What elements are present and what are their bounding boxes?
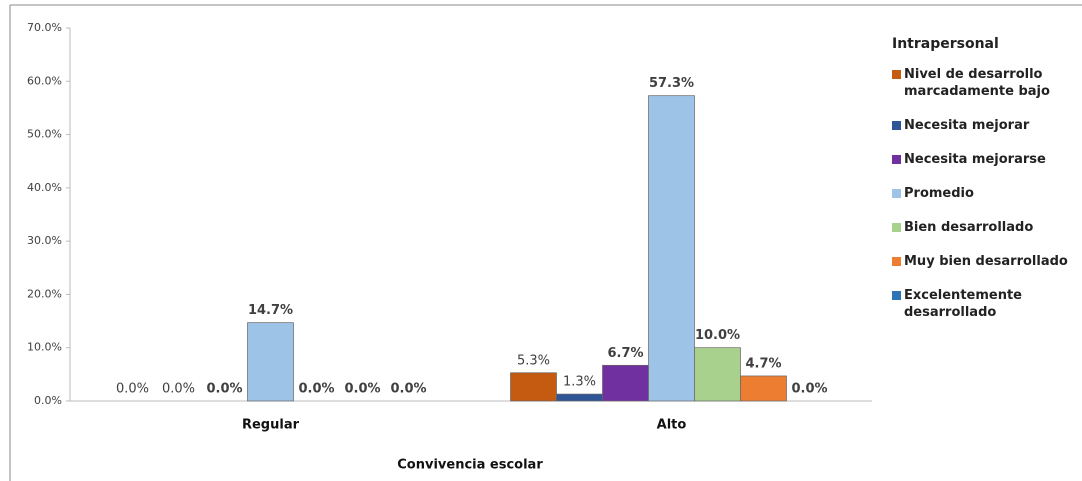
legend-swatch bbox=[892, 155, 901, 164]
legend-swatch bbox=[892, 223, 901, 232]
legend-swatch bbox=[892, 121, 901, 130]
y-tick-label: 0.0% bbox=[34, 394, 62, 407]
legend-title: Intrapersonal bbox=[892, 36, 999, 52]
legend: Intrapersonal Nivel de desarrollo marcad… bbox=[892, 36, 1072, 338]
y-tick-label: 60.0% bbox=[27, 74, 62, 87]
bar bbox=[740, 375, 787, 402]
data-label: 0.0% bbox=[116, 382, 149, 397]
data-label: 0.0% bbox=[791, 382, 827, 397]
data-label: 0.0% bbox=[298, 382, 334, 397]
data-label: 0.0% bbox=[206, 382, 242, 397]
y-tick-label: 70.0% bbox=[27, 21, 62, 34]
legend-entry: Muy bien desarrollado bbox=[892, 253, 1072, 270]
legend-entry: Necesita mejorar bbox=[892, 117, 1072, 134]
bar bbox=[694, 347, 741, 402]
legend-swatch bbox=[892, 70, 901, 79]
y-tick-label: 20.0% bbox=[27, 287, 62, 300]
y-tick-label: 50.0% bbox=[27, 128, 62, 141]
legend-label: Promedio bbox=[904, 186, 974, 201]
bar bbox=[602, 364, 649, 402]
bar bbox=[510, 372, 557, 402]
data-label: 6.7% bbox=[607, 346, 643, 361]
y-tick-label: 40.0% bbox=[27, 181, 62, 194]
legend-swatch bbox=[892, 257, 901, 266]
y-tick-label: 30.0% bbox=[27, 234, 62, 247]
legend-entry: Excelentemente desarrollado bbox=[892, 287, 1072, 321]
data-label: 1.3% bbox=[563, 375, 596, 390]
legend-entry: Nivel de desarrollo marcadamente bajo bbox=[892, 66, 1072, 100]
x-tick-label: Alto bbox=[657, 418, 687, 433]
data-label: 5.3% bbox=[517, 353, 550, 368]
legend-label: Muy bien desarrollado bbox=[904, 254, 1068, 269]
x-tick-label: Regular bbox=[242, 418, 300, 433]
bar bbox=[556, 393, 603, 402]
legend-swatch bbox=[892, 189, 901, 198]
bar bbox=[648, 95, 695, 402]
legend-entry: Necesita mejorarse bbox=[892, 151, 1072, 168]
data-label: 0.0% bbox=[390, 382, 426, 397]
data-label: 4.7% bbox=[745, 356, 781, 371]
legend-label: Bien desarrollado bbox=[904, 220, 1034, 235]
data-label: 57.3% bbox=[649, 76, 694, 91]
y-tick-label: 10.0% bbox=[27, 341, 62, 354]
bar bbox=[247, 322, 294, 402]
data-label: 10.0% bbox=[695, 328, 740, 343]
data-label: 14.7% bbox=[248, 303, 293, 318]
legend-label: Excelentemente desarrollado bbox=[904, 288, 1022, 320]
data-label: 0.0% bbox=[162, 382, 195, 397]
legend-swatch bbox=[892, 291, 901, 300]
legend-label: Necesita mejorar bbox=[904, 118, 1030, 133]
x-axis-title: Convivencia escolar bbox=[397, 458, 543, 473]
data-label: 0.0% bbox=[344, 382, 380, 397]
legend-entry: Promedio bbox=[892, 185, 1072, 202]
legend-label: Nivel de desarrollo marcadamente bajo bbox=[904, 67, 1050, 99]
legend-entry: Bien desarrollado bbox=[892, 219, 1072, 236]
legend-label: Necesita mejorarse bbox=[904, 152, 1046, 167]
